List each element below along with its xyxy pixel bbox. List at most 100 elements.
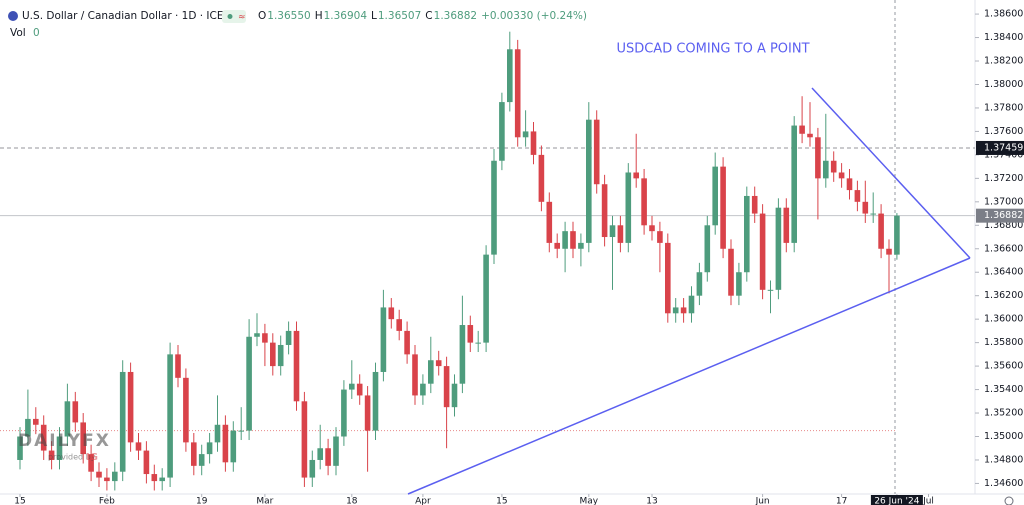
volume-value: 0 (33, 27, 40, 39)
price-marker-label: 1.36882 (984, 210, 1023, 221)
candle-body (33, 418, 39, 425)
flag-icon (8, 11, 18, 21)
status-icon: ≈ (238, 13, 246, 23)
candle-body (317, 448, 323, 460)
x-tick-label: Feb (99, 497, 115, 505)
candle-body (799, 125, 805, 134)
candle-body (356, 383, 363, 396)
x-tick-label: Apr (415, 497, 431, 505)
candle-body (112, 471, 118, 482)
candle-body (396, 319, 402, 331)
candle-body (135, 442, 142, 451)
candle-body (657, 231, 663, 243)
x-tick-label: 15 (496, 497, 507, 505)
candle-body (491, 160, 497, 255)
candle-body (791, 125, 797, 243)
candle-body (40, 424, 47, 451)
candle-body (783, 207, 790, 243)
candle-body (451, 383, 458, 408)
y-tick-label: 1.36400 (984, 267, 1023, 278)
candle-body (775, 207, 782, 290)
trendline-lower (407, 257, 971, 495)
ohlc-value: 1.36904 (324, 10, 368, 22)
candle-body (846, 178, 853, 191)
candle-body (246, 336, 252, 431)
x-tick-label: Mar (256, 497, 273, 505)
candle-body (301, 401, 308, 478)
y-tick-label: 1.38600 (984, 9, 1023, 20)
x-tick-label: May (579, 497, 598, 505)
candle-body (230, 430, 237, 463)
candle-body (586, 119, 592, 243)
volume-label: Vol (10, 27, 26, 39)
candle-body (17, 436, 23, 460)
y-tick-label: 1.36000 (984, 314, 1023, 325)
candle-body (736, 272, 742, 296)
candle-body (522, 131, 529, 138)
candle-body (862, 201, 869, 214)
y-tick-label: 1.35200 (984, 408, 1023, 419)
candle-body (404, 330, 410, 355)
candle-body (886, 248, 892, 255)
settings-icon[interactable] (1004, 496, 1014, 505)
watermark-provided: provided by (48, 453, 96, 462)
y-tick-label: 1.35400 (984, 384, 1023, 395)
x-tick-label: 26 Jun '24 (874, 497, 919, 505)
y-tick-label: 1.34600 (984, 478, 1023, 489)
candle-body (143, 450, 150, 475)
candle-body (96, 471, 102, 478)
candle-body (88, 454, 94, 472)
candle-body (823, 160, 829, 179)
candle-body (72, 401, 79, 423)
candle-body (649, 225, 655, 232)
y-tick-label: 1.35800 (984, 337, 1023, 348)
ohlc-legend: O 1.36550 H 1.36904 L 1.36507 C 1.36882 +0.00330… (258, 10, 587, 22)
ohlc-value: 1.36550 (267, 10, 310, 22)
y-tick-label: 1.34800 (984, 454, 1023, 465)
candle-body (443, 366, 450, 408)
candle-body (183, 377, 189, 443)
candle-body (325, 448, 331, 466)
y-tick-label: 1.35000 (984, 431, 1023, 442)
candle-body (499, 102, 505, 161)
candle-body (222, 424, 229, 463)
candle-body (712, 166, 718, 226)
candle-body (412, 354, 418, 396)
candle-body (680, 307, 687, 314)
status-dot (227, 14, 233, 19)
candle-body (830, 160, 837, 173)
y-tick-label: 1.37600 (984, 126, 1023, 137)
price-marker-bg (976, 208, 1024, 223)
candle-body (56, 436, 63, 460)
candle-body (514, 49, 521, 138)
candle-body (372, 371, 379, 431)
y-tick-label: 1.38200 (984, 56, 1023, 67)
candle-body (759, 213, 766, 290)
candle-body (254, 333, 260, 337)
candle-body (80, 422, 86, 455)
candle-body (601, 184, 608, 238)
candle-body (530, 131, 537, 155)
y-tick-label: 1.36800 (984, 220, 1023, 231)
x-tick-label: Jun (755, 497, 770, 505)
plot (0, 31, 975, 491)
ohlc-key: O (258, 10, 266, 22)
watermark-ig: IG (86, 452, 98, 463)
candle-body (191, 442, 197, 466)
candle-body (64, 401, 71, 437)
candle-body (672, 307, 679, 314)
x-tick-highlight (870, 495, 923, 505)
candle-body (285, 330, 292, 345)
watermark-brand: DAILYFX (18, 431, 111, 451)
candle-body (333, 436, 339, 466)
candle-body (744, 195, 750, 273)
candle-body (293, 330, 300, 402)
candle-body (475, 342, 481, 344)
x-tick-label: 18 (346, 497, 358, 505)
y-tick-label: 1.37200 (984, 173, 1023, 184)
candle-body (428, 360, 434, 384)
symbol-title: U.S. Dollar / Canadian Dollar · 1D · ICE (22, 10, 223, 22)
candle-body (578, 242, 584, 249)
annotation: USDCAD COMING TO A POINT (616, 42, 809, 57)
